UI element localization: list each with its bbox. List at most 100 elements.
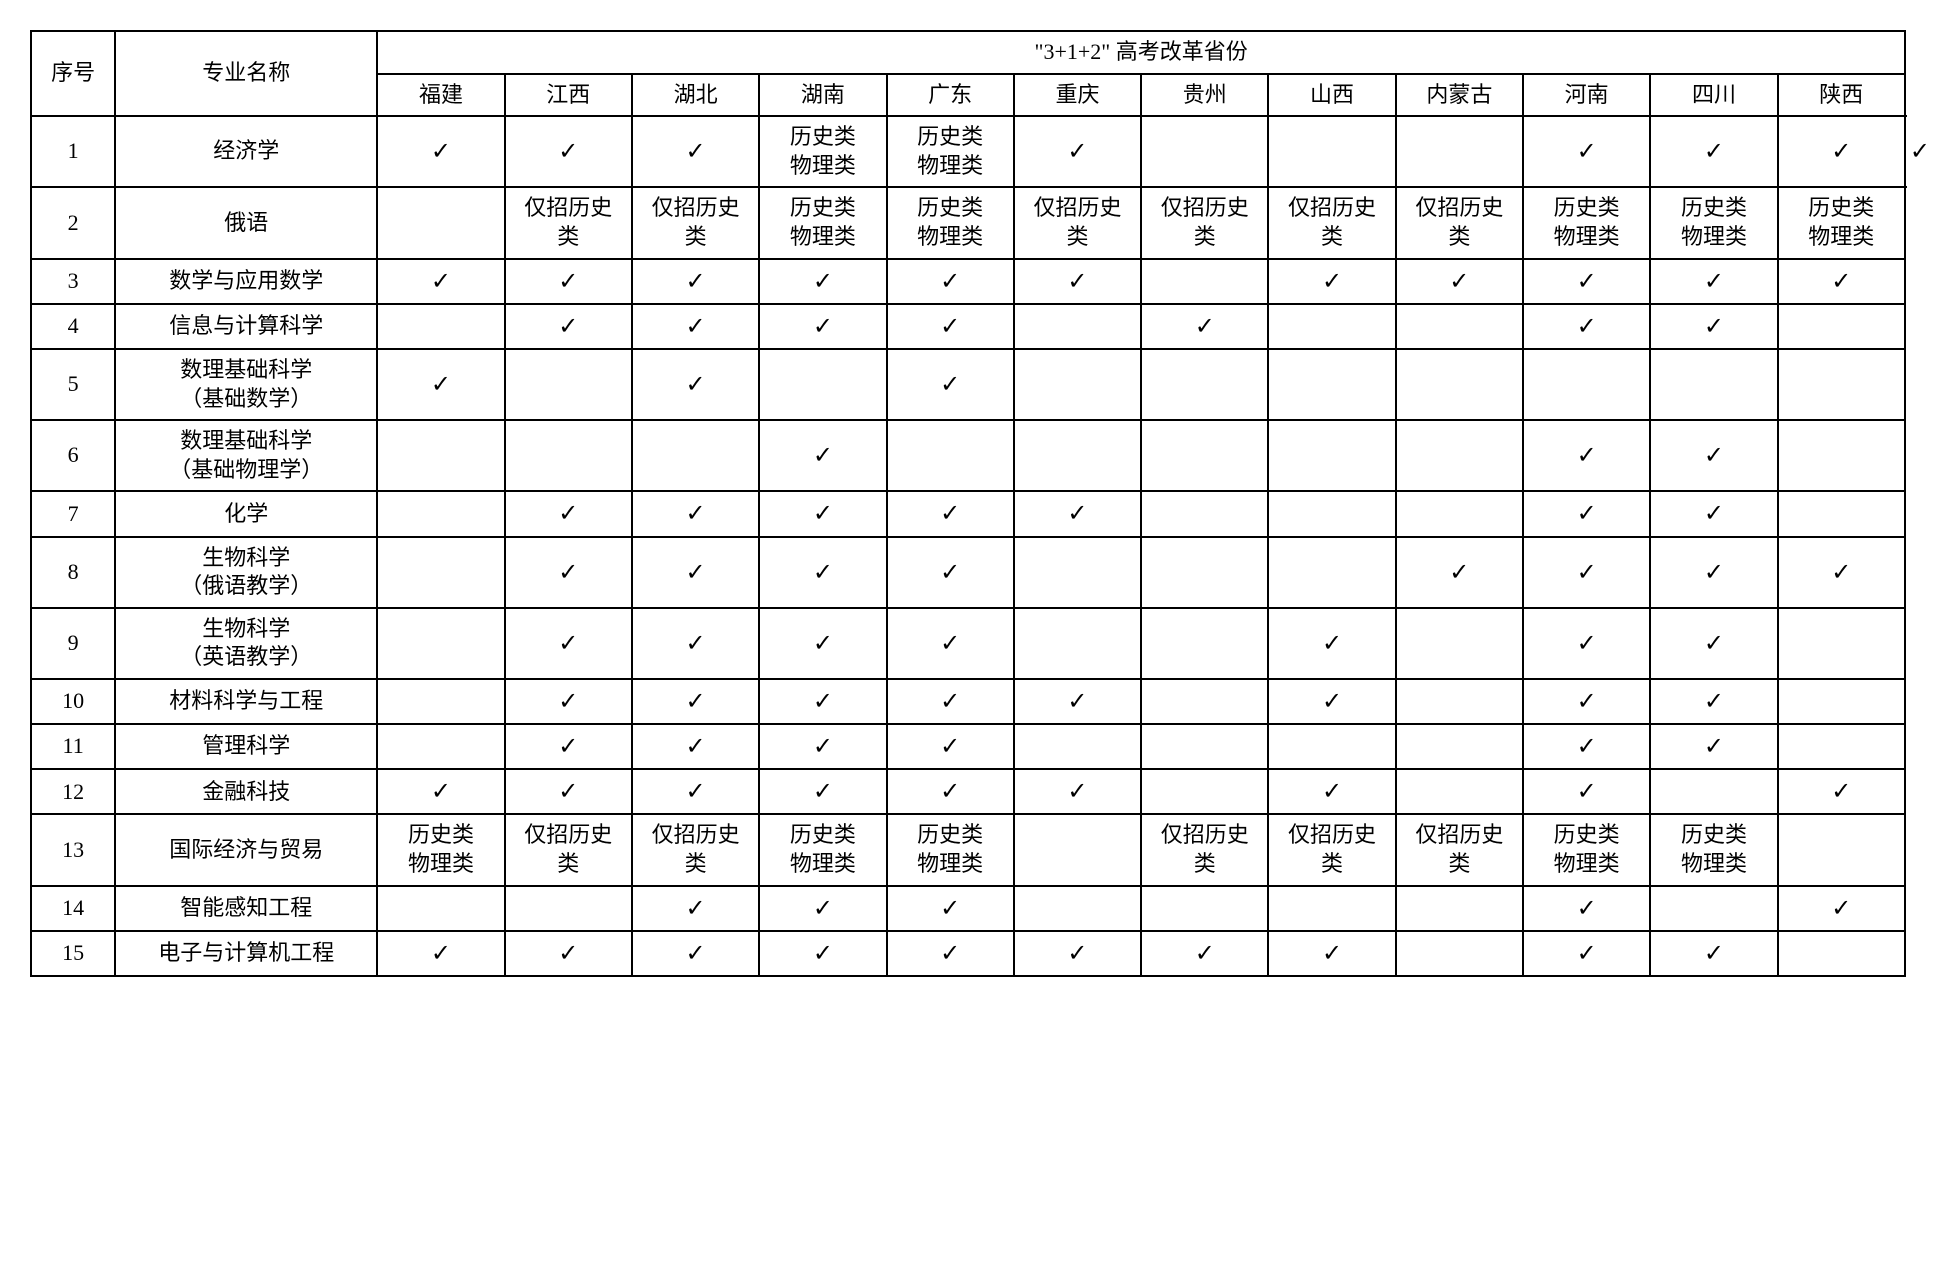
check-icon: ✓ [1704,558,1724,586]
cell-value [1778,420,1905,491]
cell-major: 俄语 [115,187,377,258]
table-row: 9生物科学 （英语教学）✓✓✓✓✓✓✓ [31,608,1905,679]
cell-value: ✓ [1778,116,1905,187]
cell-value: 历史类 物理类 [1650,814,1777,885]
cell-value: ✓ [632,769,759,814]
cell-value: ✓ [759,537,886,608]
header-province: 四川 [1650,74,1777,117]
cell-value: ✓ [1650,608,1777,679]
cell-value: ✓ [1650,259,1777,304]
cell-value: ✓ [505,491,632,536]
cell-value: ✓ [887,304,1014,349]
check-icon: ✓ [431,137,451,165]
cell-value [1778,814,1905,885]
table-body: 1经济学✓✓✓历史类 物理类历史类 物理类✓✓✓✓✓2俄语仅招历史 类仅招历史 … [31,116,1905,976]
check-icon: ✓ [940,777,960,805]
cell-value: 仅招历史 类 [1141,187,1268,258]
cell-value: ✓ [632,608,759,679]
cell-value [1268,537,1395,608]
cell-value [1396,116,1523,187]
cell-major: 生物科学 （英语教学） [115,608,377,679]
cell-value: ✓ [1778,886,1905,931]
cell-value [377,724,504,769]
cell-value: ✓ [759,420,886,491]
cell-value [505,349,632,420]
cell-value [377,304,504,349]
check-icon: ✓ [686,687,706,715]
cell-value: ✓ [759,931,886,976]
cell-value: ✓ [505,304,632,349]
cell-value [377,187,504,258]
check-icon: ✓ [1577,312,1597,340]
cell-value: 历史类 物理类 [759,814,886,885]
cell-value [1396,724,1523,769]
check-icon: ✓ [558,499,578,527]
check-icon: ✓ [686,732,706,760]
cell-value: ✓ [759,769,886,814]
cell-value [377,679,504,724]
check-icon: ✓ [940,312,960,340]
cell-value [1396,304,1523,349]
cell-value [1268,349,1395,420]
header-province: 河南 [1523,74,1650,117]
check-icon: ✓ [558,267,578,295]
table-row: 6数理基础科学 （基础物理学）✓✓✓ [31,420,1905,491]
cell-value [1014,537,1141,608]
check-icon: ✓ [1704,939,1724,967]
header-major: 专业名称 [115,31,377,116]
cell-value: ✓ [1014,116,1141,187]
check-icon: ✓ [686,629,706,657]
cell-value: ✓ [505,608,632,679]
check-icon: ✓ [813,687,833,715]
cell-value: ✓ [1396,259,1523,304]
cell-value: ✓ [1523,679,1650,724]
cell-value: ✓ [1014,679,1141,724]
cell-value [1268,724,1395,769]
check-icon: ✓ [1577,777,1597,805]
cell-value: ✓ [759,608,886,679]
cell-major: 电子与计算机工程 [115,931,377,976]
cell-major: 材料科学与工程 [115,679,377,724]
check-icon: ✓ [558,939,578,967]
check-icon: ✓ [431,267,451,295]
check-icon: ✓ [1910,137,1930,165]
cell-value [1141,724,1268,769]
cell-value: ✓ [505,931,632,976]
cell-seq: 2 [31,187,115,258]
header-province: 福建 [377,74,504,117]
cell-value: ✓ [632,259,759,304]
cell-value: ✓ [1523,259,1650,304]
check-icon: ✓ [558,137,578,165]
cell-value: ✓ [1523,769,1650,814]
check-icon: ✓ [813,267,833,295]
check-icon: ✓ [1577,894,1597,922]
cell-value: ✓ [1523,116,1650,187]
cell-value [1014,724,1141,769]
check-icon: ✓ [940,370,960,398]
cell-major: 经济学 [115,116,377,187]
cell-value: ✓ [1650,679,1777,724]
cell-seq: 8 [31,537,115,608]
cell-value [1396,491,1523,536]
cell-value: ✓ [1141,304,1268,349]
cell-value: 历史类 物理类 [1523,187,1650,258]
cell-value [1650,769,1777,814]
cell-value [1268,886,1395,931]
check-icon: ✓ [1322,939,1342,967]
check-icon: ✓ [813,499,833,527]
cell-value [1778,724,1905,769]
cell-value: 仅招历史 类 [632,187,759,258]
cell-major: 数理基础科学 （基础物理学） [115,420,377,491]
header-seq: 序号 [31,31,115,116]
check-icon: ✓ [940,687,960,715]
cell-value: ✓ [1650,491,1777,536]
check-icon: ✓ [1067,687,1087,715]
check-icon: ✓ [940,629,960,657]
cell-value: 仅招历史 类 [1268,814,1395,885]
table-row: 7化学✓✓✓✓✓✓✓ [31,491,1905,536]
check-icon: ✓ [558,687,578,715]
check-icon: ✓ [1195,312,1215,340]
cell-value [1778,931,1905,976]
cell-value: ✓ [1268,259,1395,304]
cell-value: ✓ [377,349,504,420]
